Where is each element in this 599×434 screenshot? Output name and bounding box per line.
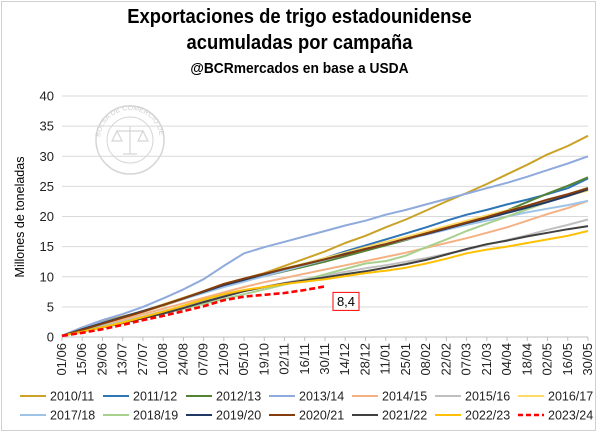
series-line-2013-14	[61, 155, 589, 337]
y-tick-label: 20	[40, 209, 54, 224]
data-label-box	[332, 291, 360, 311]
x-tick-label: 24/08	[175, 343, 190, 376]
x-tick-label: 21/09	[216, 343, 231, 376]
x-tick-label: 05/10	[236, 343, 251, 376]
chart-title-line2: acumuladas por campaña	[186, 32, 413, 54]
legend-label: 2013/14	[299, 390, 344, 404]
x-tick-label: 21/03	[479, 343, 494, 376]
x-tick-label: 28/12	[357, 343, 372, 376]
x-tick-label: 16/05	[560, 343, 575, 376]
legend-label: 2014/15	[382, 390, 427, 404]
chart-subtitle: @BCRmercados en base a USDA	[190, 60, 409, 77]
legend-label: 2022/23	[465, 409, 510, 423]
y-tick-label: 10	[40, 269, 54, 284]
y-tick-label: 5	[47, 299, 54, 314]
x-tick-label: 07/09	[196, 343, 211, 376]
x-tick-label: 14/12	[337, 343, 352, 376]
y-tick-label: 40	[40, 89, 54, 104]
y-tick-label: 0	[47, 330, 54, 345]
x-tick-label: 27/07	[135, 343, 150, 376]
svg-text:BOLSA DE COMERCIO DE ROSARIO: BOLSA DE COMERCIO DE ROSARIO	[0, 0, 165, 138]
legend-label: 2015/16	[465, 390, 510, 404]
series-line-2014-15	[61, 199, 589, 337]
legend-label: 2017/18	[50, 409, 95, 423]
series-line-2021-22	[61, 225, 589, 337]
x-tick-label: 01/06	[54, 343, 69, 376]
y-tick-label: 15	[40, 239, 54, 254]
scales-icon	[111, 126, 149, 155]
y-axis-label: Millones de toneladas	[13, 157, 27, 278]
x-tick-label: 25/01	[398, 343, 413, 376]
legend-label: 2011/12	[133, 390, 177, 404]
x-tick-label: 30/11	[317, 343, 332, 375]
series-line-2022-23	[61, 230, 589, 337]
legend-label: 2023/24	[548, 409, 593, 423]
x-tick-label: 08/02	[418, 343, 433, 376]
legend-label: 2021/22	[382, 409, 427, 423]
legend-label: 2018/19	[133, 409, 178, 423]
data-label: 8,4	[337, 294, 355, 309]
series-line-2010-11	[61, 134, 589, 337]
legend-label: 2012/13	[216, 390, 261, 404]
x-tick-label: 10/08	[155, 343, 170, 376]
x-tick-label: 29/06	[94, 343, 109, 376]
legend-label: 2019/20	[216, 409, 261, 423]
x-tick-label: 07/03	[459, 343, 474, 376]
x-tick-label: 02/05	[540, 343, 555, 376]
legend-label: 2016/17	[548, 390, 593, 404]
x-tick-label: 15/06	[74, 343, 89, 376]
x-tick-label: 18/04	[519, 343, 534, 376]
x-tick-label: 11/01	[378, 343, 393, 375]
x-tick-label: 04/04	[499, 343, 514, 376]
bcr-seal-watermark: BOLSA DE COMERCIO DE ROSARIO	[0, 0, 165, 175]
x-tick-label: 19/10	[256, 343, 271, 376]
legend-label: 2010/11	[50, 390, 94, 404]
x-tick-label: 30/05	[580, 343, 595, 376]
y-tick-label: 35	[40, 119, 54, 134]
series-line-2020-21	[61, 187, 589, 337]
x-tick-label: 16/11	[297, 343, 312, 375]
y-tick-label: 30	[40, 149, 54, 164]
watermark-text: BOLSA DE COMERCIO DE ROSARIO	[0, 0, 165, 138]
x-tick-label: 02/11	[277, 343, 292, 375]
x-tick-label: 22/02	[438, 343, 453, 376]
x-tick-label: 13/07	[115, 343, 130, 376]
y-tick-label: 25	[40, 179, 54, 194]
legend-label: 2020/21	[299, 409, 344, 423]
chart-title-line1: Exportaciones de trigo estadounidense	[127, 6, 472, 28]
